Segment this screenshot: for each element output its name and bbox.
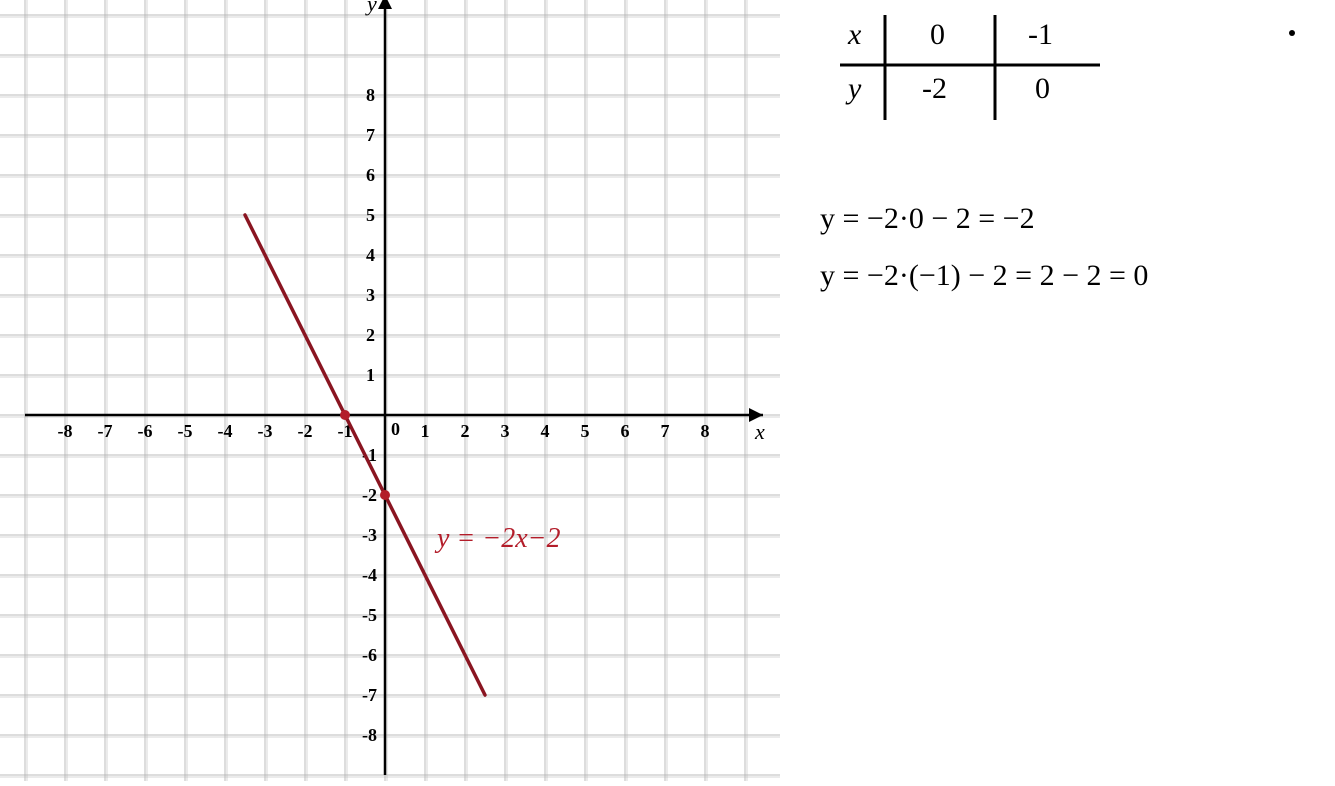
table-x-label: x <box>848 18 861 52</box>
svg-text:3: 3 <box>501 421 510 441</box>
svg-text:3: 3 <box>366 285 375 305</box>
svg-text:7: 7 <box>366 125 375 145</box>
svg-text:-2: -2 <box>362 485 377 505</box>
svg-text:-7: -7 <box>98 421 113 441</box>
table-c0-y: -2 <box>922 72 947 106</box>
table-y-label: y <box>848 72 861 106</box>
svg-text:y = −2x−2: y = −2x−2 <box>434 523 561 554</box>
svg-text:-5: -5 <box>178 421 193 441</box>
svg-text:-7: -7 <box>362 685 377 705</box>
svg-text:-6: -6 <box>138 421 153 441</box>
svg-text:-8: -8 <box>58 421 73 441</box>
svg-text:6: 6 <box>366 165 375 185</box>
table-c1-x: -1 <box>1028 18 1053 52</box>
svg-text:6: 6 <box>621 421 630 441</box>
svg-text:-5: -5 <box>362 605 377 625</box>
svg-text:8: 8 <box>366 85 375 105</box>
chart-svg: yx-8-7-6-5-4-3-2-101234567812345678-1-2-… <box>0 0 780 781</box>
calc-line-2: y = −2·(−1) − 2 = 2 − 2 = 0 <box>820 247 1148 304</box>
svg-text:1: 1 <box>366 365 375 385</box>
xy-table: x y 0 -2 -1 0 <box>830 10 1110 130</box>
svg-text:-3: -3 <box>362 525 377 545</box>
calc-line-1: y = −2·0 − 2 = −2 <box>820 190 1148 247</box>
svg-text:0: 0 <box>391 419 400 439</box>
svg-text:4: 4 <box>366 245 375 265</box>
chart-panel: yx-8-7-6-5-4-3-2-101234567812345678-1-2-… <box>0 0 780 781</box>
svg-text:y: y <box>365 0 377 16</box>
svg-text:-6: -6 <box>362 645 377 665</box>
svg-text:x: x <box>754 419 765 444</box>
svg-text:5: 5 <box>581 421 590 441</box>
notes-panel: x y 0 -2 -1 0 y = −2·0 − 2 = −2 y = −2·(… <box>780 0 1335 781</box>
table-c0-x: 0 <box>930 18 945 52</box>
stray-dot <box>1289 30 1295 36</box>
svg-text:-8: -8 <box>362 725 377 745</box>
table-c1-y: 0 <box>1035 72 1050 106</box>
svg-text:-3: -3 <box>258 421 273 441</box>
svg-text:7: 7 <box>661 421 670 441</box>
svg-text:5: 5 <box>366 205 375 225</box>
svg-text:-4: -4 <box>362 565 377 585</box>
svg-text:-4: -4 <box>218 421 233 441</box>
svg-text:2: 2 <box>461 421 470 441</box>
svg-text:2: 2 <box>366 325 375 345</box>
svg-text:8: 8 <box>701 421 710 441</box>
calculations: y = −2·0 − 2 = −2 y = −2·(−1) − 2 = 2 − … <box>820 190 1148 304</box>
svg-text:4: 4 <box>541 421 550 441</box>
svg-text:1: 1 <box>421 421 430 441</box>
svg-text:-2: -2 <box>298 421 313 441</box>
